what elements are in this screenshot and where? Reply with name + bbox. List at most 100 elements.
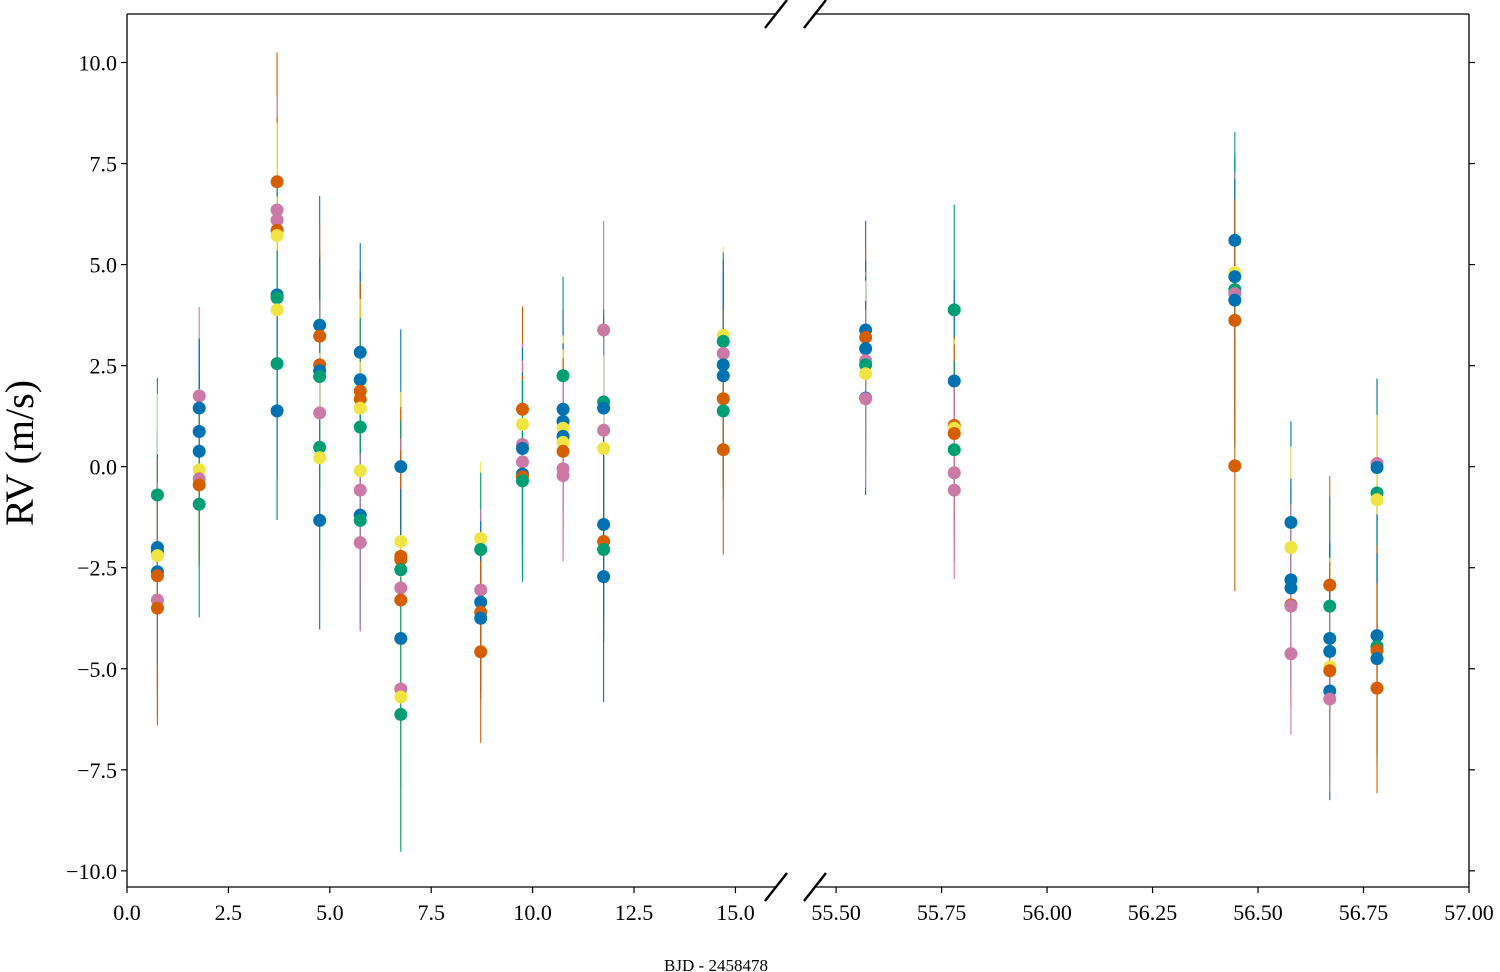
data-point <box>1228 293 1242 307</box>
data-point <box>716 369 730 383</box>
data-point <box>474 645 488 659</box>
data-point <box>270 175 284 189</box>
y-tick-label: −5.0 <box>77 657 117 682</box>
data-point <box>394 534 408 548</box>
x-tick-label: 10.0 <box>513 900 552 925</box>
data-point <box>716 347 730 360</box>
data-point <box>716 392 730 406</box>
data-point <box>947 443 961 457</box>
data-point <box>597 543 611 557</box>
data-point <box>270 228 284 242</box>
data-point <box>270 291 284 305</box>
data-point <box>1284 515 1298 529</box>
data-point <box>270 357 284 371</box>
data-point <box>556 369 570 383</box>
data-point <box>192 497 206 511</box>
data-point <box>556 444 570 458</box>
data-point <box>192 444 206 458</box>
data-point <box>515 455 529 469</box>
data-point <box>1228 270 1242 284</box>
data-point <box>313 513 327 527</box>
data-point <box>353 536 367 550</box>
data-point <box>394 690 408 704</box>
data-point <box>313 329 327 343</box>
y-axis-title: RV (m/s) <box>0 380 42 526</box>
data-point <box>353 513 367 527</box>
data-point <box>515 417 529 431</box>
data-point <box>394 460 408 474</box>
x-tick-label: 56.75 <box>1339 900 1389 925</box>
data-point <box>1228 233 1242 247</box>
data-point <box>150 549 164 563</box>
break-mark <box>803 0 827 29</box>
data-point <box>192 389 206 403</box>
data-point <box>353 464 367 478</box>
data-point <box>515 441 529 455</box>
data-point <box>1228 313 1242 327</box>
data-point <box>597 517 611 531</box>
y-tick-label: −2.5 <box>77 556 117 581</box>
data-point <box>597 570 611 584</box>
data-point <box>353 483 367 497</box>
data-point <box>597 401 611 415</box>
data-point <box>1323 692 1337 706</box>
y-tick-label: 5.0 <box>90 253 118 278</box>
data-point <box>1370 629 1384 643</box>
data-point <box>1370 493 1384 507</box>
data-point <box>515 474 529 488</box>
data-point <box>859 392 873 406</box>
data-point <box>150 601 164 615</box>
data-point <box>192 463 206 477</box>
data-point <box>313 451 327 465</box>
data-point <box>716 443 730 457</box>
data-point <box>1323 578 1337 592</box>
data-points <box>150 175 1384 721</box>
x-tick-label: 0.0 <box>113 900 141 925</box>
data-point <box>1323 664 1337 678</box>
break-mark <box>764 0 788 29</box>
data-point <box>716 334 730 348</box>
x-tick-label: 7.5 <box>417 900 445 925</box>
data-point <box>353 401 367 415</box>
data-point <box>1323 599 1337 613</box>
data-point <box>1323 631 1337 645</box>
y-tick-label: −7.5 <box>77 758 117 783</box>
data-point <box>1370 460 1384 474</box>
data-point <box>150 569 164 583</box>
data-point <box>716 358 730 372</box>
data-point <box>270 404 284 418</box>
data-point <box>556 469 570 483</box>
data-point <box>394 581 408 595</box>
data-point <box>394 631 408 645</box>
x-tick-label: 56.25 <box>1128 900 1178 925</box>
x-tick-label: 12.5 <box>615 900 654 925</box>
x-tick-label: 2.5 <box>215 900 243 925</box>
data-point <box>1370 681 1384 695</box>
x-tick-label: 55.75 <box>917 900 967 925</box>
x-tick-label: 57.00 <box>1444 900 1494 925</box>
data-point <box>353 345 367 359</box>
data-point <box>270 303 284 317</box>
break-mark <box>764 872 788 902</box>
data-point <box>556 435 570 449</box>
x-axis-title: BJD - 2458478 <box>664 956 768 972</box>
data-point <box>192 401 206 415</box>
x-tick-label: 15.0 <box>716 900 755 925</box>
data-point <box>394 553 408 567</box>
data-point <box>556 402 570 416</box>
data-point <box>1284 599 1298 613</box>
data-point <box>859 367 873 381</box>
data-point <box>1284 581 1298 595</box>
data-point <box>859 330 873 344</box>
data-point <box>716 404 730 418</box>
data-point <box>313 318 327 332</box>
data-point <box>150 488 164 502</box>
y-tick-label: 10.0 <box>79 51 118 76</box>
x-tick-label: 5.0 <box>316 900 344 925</box>
axis-break-marks <box>764 0 827 902</box>
data-point <box>597 423 611 437</box>
y-tick-label: 0.0 <box>90 455 118 480</box>
data-point <box>1370 652 1384 666</box>
x-axis: 0.0 2.5 5.0 7.5 10.0 12.5 15.0 55.50 55.75 56.00 5… <box>113 887 1494 925</box>
